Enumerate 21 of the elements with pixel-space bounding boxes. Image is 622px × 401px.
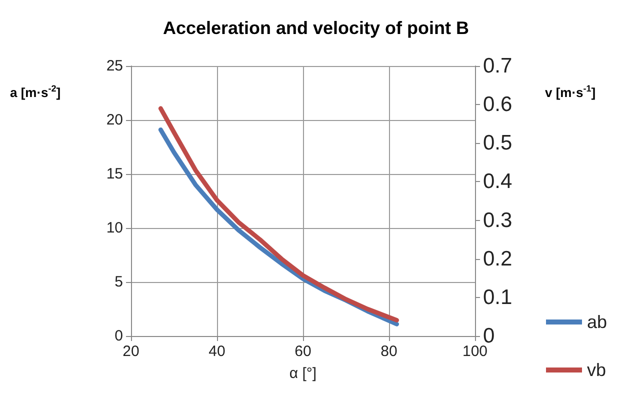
x-tick-label: 40 bbox=[208, 343, 226, 360]
y2-tick-label: 0.6 bbox=[483, 93, 512, 116]
y2-tick-label: 0.7 bbox=[483, 54, 512, 78]
x-tick-label: 100 bbox=[462, 343, 488, 360]
y2-tick-label: 0.1 bbox=[483, 286, 512, 309]
y-tick-label: 20 bbox=[106, 112, 123, 128]
y-tick-label: 5 bbox=[114, 274, 123, 290]
y2-tick-label: 0.5 bbox=[483, 132, 512, 155]
y2-tick-label: 0.3 bbox=[483, 208, 512, 232]
x-tick-label: 80 bbox=[380, 343, 398, 360]
y2-tick-label: 0.2 bbox=[483, 247, 512, 270]
legend-label: vb bbox=[587, 360, 606, 380]
y2-tick-label: 0.4 bbox=[483, 170, 513, 194]
y-tick-label: 15 bbox=[106, 166, 123, 182]
chart-title: Acceleration and velocity of point B bbox=[162, 18, 470, 38]
y-tick-label: 25 bbox=[106, 58, 123, 74]
x-axis-title: α [°] bbox=[289, 365, 317, 382]
y-tick-label: 0 bbox=[114, 328, 123, 344]
y-tick-label: 10 bbox=[106, 220, 123, 236]
legend-label: ab bbox=[587, 312, 608, 332]
x-tick-label: 60 bbox=[294, 343, 312, 360]
